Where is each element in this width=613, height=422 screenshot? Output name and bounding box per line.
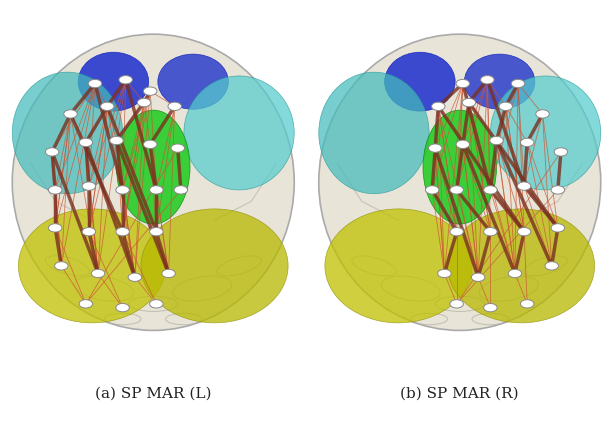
Circle shape xyxy=(150,227,163,236)
Circle shape xyxy=(425,186,439,194)
Circle shape xyxy=(517,227,531,236)
Circle shape xyxy=(438,269,451,278)
Ellipse shape xyxy=(184,76,294,190)
Circle shape xyxy=(551,186,565,194)
Circle shape xyxy=(48,224,62,232)
Circle shape xyxy=(79,138,93,146)
Circle shape xyxy=(171,144,185,152)
Circle shape xyxy=(450,186,463,194)
Circle shape xyxy=(450,227,463,236)
Circle shape xyxy=(88,79,102,88)
Circle shape xyxy=(48,186,62,194)
Circle shape xyxy=(484,227,497,236)
Circle shape xyxy=(456,79,470,88)
Circle shape xyxy=(520,138,534,146)
Circle shape xyxy=(484,303,497,312)
Circle shape xyxy=(490,136,503,145)
Circle shape xyxy=(508,269,522,278)
Ellipse shape xyxy=(12,72,123,194)
Circle shape xyxy=(45,148,59,156)
Circle shape xyxy=(143,140,157,149)
Ellipse shape xyxy=(423,110,497,224)
Circle shape xyxy=(174,186,188,194)
Circle shape xyxy=(456,140,470,149)
Circle shape xyxy=(143,87,157,95)
Circle shape xyxy=(450,300,463,308)
Ellipse shape xyxy=(158,54,228,109)
Circle shape xyxy=(128,273,142,281)
Circle shape xyxy=(536,110,549,118)
Circle shape xyxy=(101,102,114,111)
Ellipse shape xyxy=(490,76,601,190)
Circle shape xyxy=(554,148,568,156)
Circle shape xyxy=(91,269,105,278)
Circle shape xyxy=(162,269,175,278)
Circle shape xyxy=(82,182,96,190)
Circle shape xyxy=(499,102,512,111)
Circle shape xyxy=(116,227,129,236)
Ellipse shape xyxy=(12,34,294,330)
Circle shape xyxy=(150,186,163,194)
Ellipse shape xyxy=(116,110,190,224)
Circle shape xyxy=(82,227,96,236)
Circle shape xyxy=(517,182,531,190)
Ellipse shape xyxy=(385,52,455,111)
Circle shape xyxy=(116,303,129,312)
Ellipse shape xyxy=(319,72,429,194)
Circle shape xyxy=(520,300,534,308)
Circle shape xyxy=(168,102,181,111)
Ellipse shape xyxy=(141,209,288,323)
Circle shape xyxy=(545,262,558,270)
Circle shape xyxy=(551,224,565,232)
Circle shape xyxy=(428,144,442,152)
Circle shape xyxy=(110,136,123,145)
Circle shape xyxy=(116,186,129,194)
Circle shape xyxy=(137,98,151,107)
Text: (b) SP MAR (R): (b) SP MAR (R) xyxy=(400,387,519,401)
Text: (a) SP MAR (L): (a) SP MAR (L) xyxy=(95,387,211,401)
Ellipse shape xyxy=(319,34,601,330)
Ellipse shape xyxy=(18,209,166,323)
Ellipse shape xyxy=(465,54,535,109)
Ellipse shape xyxy=(325,209,472,323)
Circle shape xyxy=(55,262,68,270)
Circle shape xyxy=(79,300,93,308)
Circle shape xyxy=(481,76,494,84)
Circle shape xyxy=(471,273,485,281)
Circle shape xyxy=(484,186,497,194)
Ellipse shape xyxy=(447,209,595,323)
Circle shape xyxy=(511,79,525,88)
Circle shape xyxy=(462,98,476,107)
Circle shape xyxy=(64,110,77,118)
Circle shape xyxy=(432,102,445,111)
Circle shape xyxy=(150,300,163,308)
Circle shape xyxy=(119,76,132,84)
Ellipse shape xyxy=(78,52,149,111)
